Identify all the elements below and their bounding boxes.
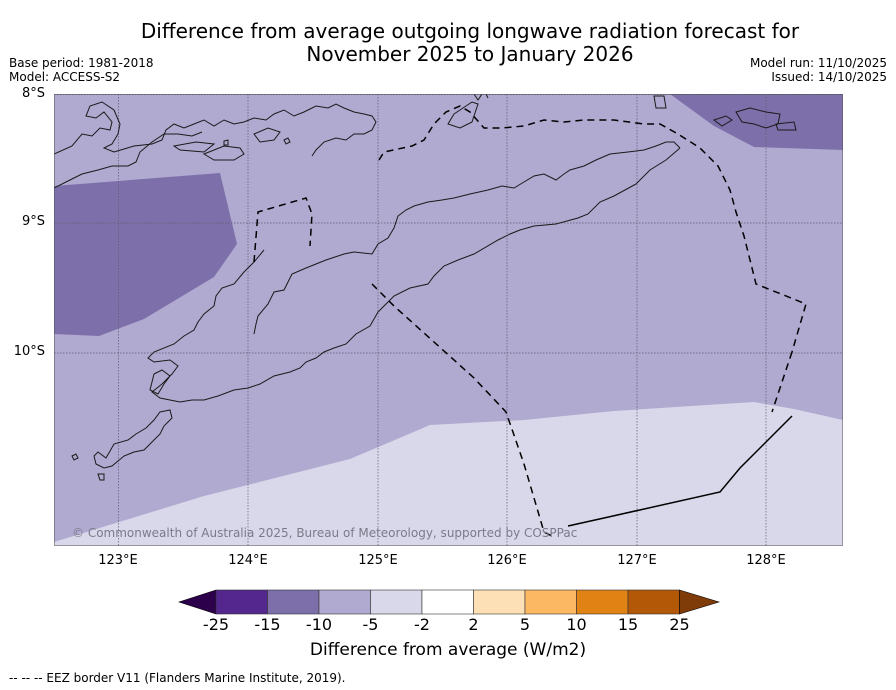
coast-flores-south — [54, 131, 203, 189]
lon-label-127e: 127°E — [617, 553, 657, 568]
coast-alor — [447, 101, 479, 129]
meta-right: Model run: 11/10/2025 Issued: 14/10/2025 — [750, 56, 887, 84]
colorbar — [178, 589, 720, 615]
colorbar-tick-label: 5 — [519, 615, 531, 634]
coast-islands-a — [172, 141, 216, 153]
meta-left: Base period: 1981-2018 Model: ACCESS-S2 — [9, 56, 154, 84]
lat-label-10s: 10°S — [13, 344, 45, 359]
region-class-15-10-west — [54, 173, 237, 336]
colorbar-under-extend — [178, 589, 217, 615]
colorbar-tick-label: -2 — [414, 615, 430, 634]
issued-date: Issued: 14/10/2025 — [771, 70, 887, 84]
eez-border — [253, 105, 807, 537]
coastlines — [54, 94, 797, 481]
colorbar-tick-label: -10 — [305, 615, 333, 634]
region-class-5-2-south — [54, 402, 843, 546]
coast-small-sw-2 — [97, 473, 105, 481]
coast-islands-c — [253, 127, 281, 143]
coast-island-ne-4 — [775, 121, 797, 131]
lon-label-125e: 125°E — [358, 553, 398, 568]
lon-label-124e: 124°E — [228, 553, 268, 568]
base-period: Base period: 1981-2018 — [9, 56, 154, 70]
coast-timor-north — [253, 141, 681, 335]
map-frame — [54, 94, 843, 546]
colorbar-segment — [421, 589, 474, 615]
colorbar-segment — [473, 589, 526, 615]
colorbar-tick-label: 15 — [617, 615, 639, 634]
colorbar-tick-label: -15 — [254, 615, 281, 634]
lon-label-123e: 123°E — [98, 553, 138, 568]
coast-small-sw-1 — [71, 453, 79, 461]
colorbar-segment — [627, 589, 680, 615]
colorbar-over-extend — [679, 589, 720, 615]
coast-rote — [149, 369, 171, 395]
colorbar-tick-label: 10 — [566, 615, 587, 634]
map-plot — [54, 94, 843, 546]
treaty-line — [567, 415, 793, 527]
colorbar-segment — [267, 589, 320, 615]
coast-timor-south — [147, 147, 681, 403]
colorbar-label: Difference from average (W/m2) — [309, 640, 587, 660]
coast-flores-north — [54, 101, 377, 157]
treaty-line-solid — [567, 415, 793, 527]
colorbar-tick-label: 25 — [669, 615, 690, 634]
colorbar-tick-label: 2 — [468, 615, 479, 634]
colorbar-tick-label: -25 — [202, 615, 230, 634]
model-run: Model run: 11/10/2025 — [749, 56, 887, 70]
colorbar-segment — [576, 589, 629, 615]
colorbar-segment — [318, 589, 371, 615]
coast-island-ne-2 — [712, 115, 733, 127]
colorbar-tick-label: -5 — [362, 615, 379, 634]
region-class-15-10-northeast — [670, 94, 843, 150]
lat-label-9s: 9°S — [21, 214, 45, 229]
lat-label-8s: 8°S — [21, 86, 45, 101]
colorbar-segment — [370, 589, 423, 615]
eez-border-north — [378, 105, 807, 353]
coast-islands-b — [202, 145, 245, 161]
lon-label-126e: 126°E — [487, 553, 527, 568]
coast-semau-rote — [93, 409, 173, 469]
title-line-1: Difference from average outgoing longwav… — [140, 19, 800, 43]
eez-border-pocket — [253, 197, 313, 263]
coast-island-small-1 — [283, 137, 291, 145]
colorbar-segment — [524, 589, 577, 615]
model-name: Model: ACCESS-S2 — [9, 70, 121, 84]
eez-footnote: -- -- -- EEZ border V11 (Flanders Marine… — [9, 671, 346, 685]
eez-border-south — [371, 283, 793, 537]
coast-island-small-2 — [223, 139, 229, 146]
title-line-2: November 2025 to January 2026 — [306, 42, 634, 66]
colorbar-segment — [215, 589, 268, 615]
lon-label-128e: 128°E — [746, 553, 786, 568]
chart-title: Difference from average outgoing longwav… — [0, 20, 896, 66]
coast-island-ne-1 — [653, 95, 667, 109]
copyright-notice: © Commonwealth of Australia 2025, Bureau… — [72, 526, 578, 540]
